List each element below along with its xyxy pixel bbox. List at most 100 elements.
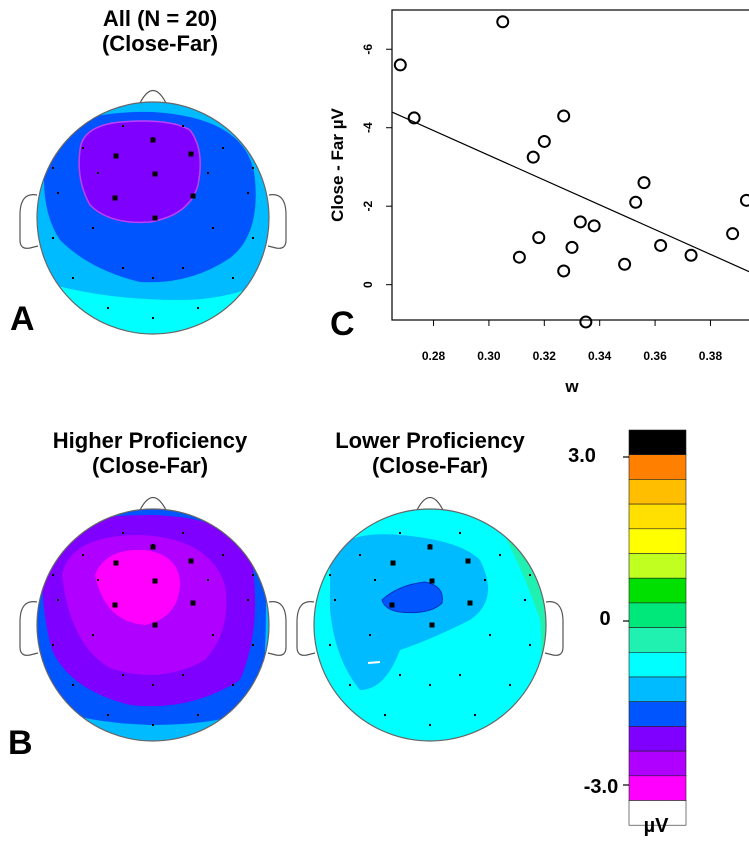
x-tick-label: 0.30 <box>477 349 501 363</box>
panel-b-higher-title-line1: Higher Proficiency <box>52 428 248 453</box>
electrode-dot <box>152 317 154 319</box>
electrode-dot <box>369 634 371 636</box>
y-axis-label: Close - Far µV <box>328 107 347 221</box>
electrode-marker <box>390 560 396 566</box>
scatter-point <box>393 58 407 72</box>
electrode-marker <box>190 600 196 606</box>
electrode-marker <box>427 544 433 550</box>
electrode-dot <box>72 277 74 279</box>
electrode-dot <box>82 147 84 149</box>
electrode-dot <box>152 724 154 726</box>
electrode-dot <box>122 532 124 534</box>
electrode-marker <box>389 602 395 608</box>
colorbar-tick-mid: 0 <box>599 608 610 630</box>
colorbar-cell <box>628 454 687 480</box>
electrode-dot <box>247 599 249 601</box>
electrode-dot <box>329 574 331 576</box>
scatter-point <box>496 15 510 29</box>
electrode-dot <box>122 674 124 676</box>
electrode-dot <box>329 644 331 646</box>
electrode-dot <box>232 277 234 279</box>
electrode-dot <box>92 227 94 229</box>
electrode-dot <box>484 579 486 581</box>
colorbar-cell <box>628 429 687 456</box>
y-tick-label: -2 <box>361 201 375 212</box>
nose-icon <box>139 89 167 104</box>
electrode-dot <box>92 634 94 636</box>
scatter-point <box>629 195 643 209</box>
colorbar-tick-bottom: -3.0 <box>584 776 618 798</box>
x-tick-label: 0.32 <box>533 349 557 363</box>
electrode-dot <box>222 554 224 556</box>
electrode-dot <box>197 307 199 309</box>
x-tick-label: 0.38 <box>699 349 723 363</box>
electrode-dot <box>529 574 531 576</box>
electrode-dot <box>334 599 336 601</box>
scatter-point <box>557 109 571 123</box>
left-ear-icon <box>19 601 39 656</box>
colorbar-cell <box>628 775 687 801</box>
scatter-point <box>654 238 668 252</box>
electrode-dot <box>52 237 54 239</box>
electrode-marker <box>188 558 194 564</box>
electrode-dot <box>474 714 476 716</box>
colorbar-cell <box>628 627 687 653</box>
colorbar-cell <box>628 503 687 530</box>
electrode-dot <box>247 192 249 194</box>
electrode-dot <box>359 554 361 556</box>
electrode-dot <box>152 684 154 686</box>
electrode-dot <box>349 684 351 686</box>
electrode-dot <box>252 237 254 239</box>
left-ear-icon <box>296 601 316 656</box>
electrode-dot <box>499 554 501 556</box>
electrode-marker <box>112 195 118 201</box>
scatter-point <box>637 176 651 190</box>
scatter-point <box>512 250 526 264</box>
y-tick-label: -6 <box>361 44 375 55</box>
electrode-dot <box>207 172 209 174</box>
scatter-point <box>587 219 601 233</box>
electrode-dot <box>107 714 109 716</box>
scatter-point <box>579 315 593 329</box>
panel-a-title-line1: All (N = 20) <box>102 6 218 31</box>
electrode-dot <box>509 684 511 686</box>
scatter-point <box>532 231 546 245</box>
scatter-point <box>407 111 421 125</box>
electrode-dot <box>252 644 254 646</box>
scatter-point <box>726 227 740 241</box>
electrode-dot <box>52 644 54 646</box>
electrode-marker <box>465 558 471 564</box>
electrode-dot <box>459 674 461 676</box>
colorbar-unit: µV <box>644 815 670 837</box>
panel-a-title-line2: (Close-Far) <box>101 31 219 56</box>
electrode-marker <box>152 215 158 221</box>
electrode-dot <box>72 684 74 686</box>
electrode-dot <box>152 277 154 279</box>
panel-a-title: All (N = 20) (Close-Far) <box>40 6 280 56</box>
scatter-point <box>537 134 551 148</box>
colorbar-cell <box>628 750 687 777</box>
nose-icon <box>416 496 444 511</box>
panel-c-label: C <box>330 305 355 343</box>
colorbar-cell <box>628 602 687 628</box>
panel-b-lower-title-line2: (Close-Far) <box>371 453 489 478</box>
electrode-marker <box>188 151 194 157</box>
colorbar-cell <box>628 676 687 703</box>
electrode-marker <box>113 560 119 566</box>
scatter-point <box>618 257 632 271</box>
x-tick-label: 0.34 <box>588 349 612 363</box>
colorbar-tick-top: 3.0 <box>568 445 596 467</box>
y-tick-label: 0 <box>361 281 375 288</box>
electrode-dot <box>212 634 214 636</box>
left-ear-icon <box>19 194 39 249</box>
electrode-dot <box>57 192 59 194</box>
electrode-dot <box>459 532 461 534</box>
panel-b-lower-title: Lower Proficiency (Close-Far) <box>295 428 565 478</box>
electrode-markers <box>52 125 531 726</box>
panel-b-higher-title-line2: (Close-Far) <box>91 453 209 478</box>
right-ear-icon <box>267 601 287 656</box>
electrode-dot <box>429 724 431 726</box>
scatter-point <box>739 193 749 207</box>
